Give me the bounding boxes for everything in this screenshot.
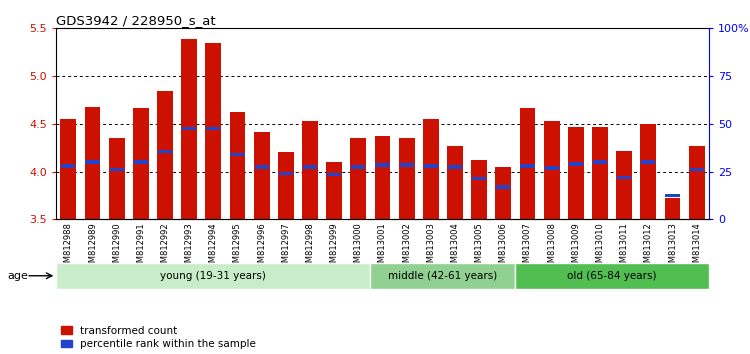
Bar bbox=[182, 127, 196, 130]
Bar bbox=[254, 165, 268, 169]
Bar bbox=[86, 160, 100, 164]
Bar bbox=[230, 153, 244, 156]
Bar bbox=[254, 132, 269, 219]
Bar bbox=[640, 124, 656, 219]
Bar bbox=[134, 160, 148, 164]
Bar bbox=[182, 39, 197, 219]
Bar bbox=[206, 127, 220, 130]
Bar bbox=[616, 151, 632, 219]
Bar bbox=[520, 108, 536, 219]
Bar bbox=[376, 163, 389, 167]
Text: old (65-84 years): old (65-84 years) bbox=[567, 271, 657, 281]
Bar bbox=[370, 263, 515, 289]
Bar bbox=[689, 168, 703, 171]
Bar bbox=[472, 177, 486, 180]
Bar bbox=[133, 108, 148, 219]
Bar bbox=[350, 138, 366, 219]
Text: middle (42-61 years): middle (42-61 years) bbox=[388, 271, 497, 281]
Bar bbox=[351, 165, 365, 169]
Bar bbox=[85, 107, 100, 219]
Bar bbox=[206, 43, 221, 219]
Bar bbox=[158, 150, 172, 153]
Bar bbox=[641, 160, 656, 164]
Bar bbox=[110, 168, 124, 171]
Bar bbox=[278, 152, 294, 219]
Bar bbox=[520, 164, 535, 168]
Bar bbox=[375, 136, 390, 219]
Bar bbox=[688, 146, 704, 219]
Bar bbox=[471, 160, 487, 219]
Bar bbox=[56, 263, 370, 289]
Text: GDS3942 / 228950_s_at: GDS3942 / 228950_s_at bbox=[56, 14, 216, 27]
Bar bbox=[544, 166, 559, 170]
Bar bbox=[617, 176, 632, 179]
Text: age: age bbox=[8, 271, 28, 281]
Bar bbox=[665, 194, 680, 197]
Bar bbox=[327, 173, 341, 176]
Bar bbox=[593, 160, 607, 164]
Bar bbox=[568, 127, 584, 219]
Bar bbox=[230, 113, 245, 219]
Bar bbox=[61, 119, 76, 219]
Bar bbox=[109, 138, 124, 219]
Bar bbox=[62, 164, 76, 168]
Bar bbox=[496, 185, 511, 189]
Bar bbox=[592, 127, 608, 219]
Bar bbox=[302, 121, 318, 219]
Bar bbox=[424, 164, 438, 168]
Bar bbox=[664, 199, 680, 219]
Text: young (19-31 years): young (19-31 years) bbox=[160, 271, 266, 281]
Legend: transformed count, percentile rank within the sample: transformed count, percentile rank withi… bbox=[62, 326, 256, 349]
Bar bbox=[515, 263, 709, 289]
Bar bbox=[423, 119, 439, 219]
Bar bbox=[303, 165, 317, 169]
Bar bbox=[158, 91, 172, 219]
Bar bbox=[279, 172, 293, 175]
Bar bbox=[399, 138, 415, 219]
Bar bbox=[568, 162, 583, 166]
Bar bbox=[448, 165, 462, 169]
Bar bbox=[326, 162, 342, 219]
Bar bbox=[400, 163, 414, 167]
Bar bbox=[447, 146, 463, 219]
Bar bbox=[544, 121, 560, 219]
Bar bbox=[496, 167, 512, 219]
